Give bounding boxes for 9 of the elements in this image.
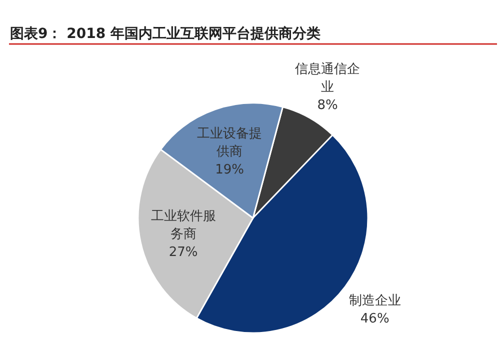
slice-label: 工业设备提供商 bbox=[197, 126, 262, 160]
slice-label: 制造企业 bbox=[348, 294, 401, 309]
slice-label: 工业软件服务商 bbox=[150, 208, 216, 242]
data-label: 19% bbox=[215, 162, 244, 178]
data-label: 46% bbox=[360, 312, 390, 327]
chart-title: 图表9： 2018 年国内工业互联网平台提供商分类 bbox=[10, 25, 320, 42]
data-label: 27% bbox=[168, 244, 198, 260]
data-label: 8% bbox=[317, 98, 338, 113]
slice-label: 信息通信企业 bbox=[295, 62, 360, 95]
